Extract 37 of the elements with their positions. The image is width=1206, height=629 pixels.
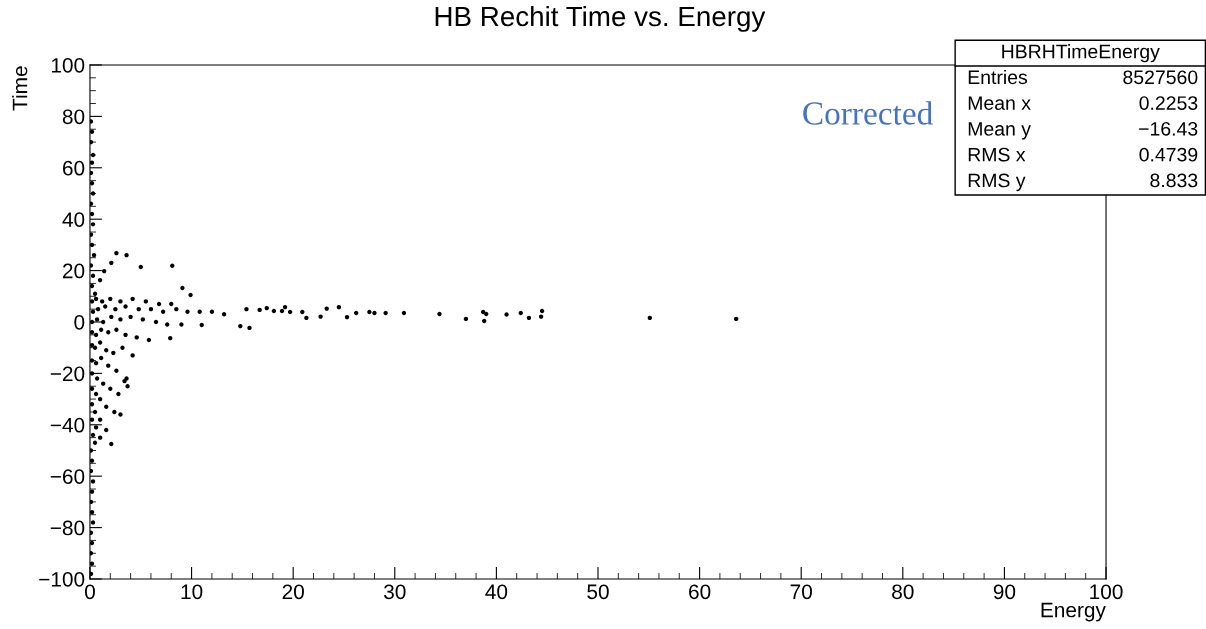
y-tick-label: 80 xyxy=(62,109,85,125)
text: 8527560 xyxy=(1123,70,1198,85)
y-tick-label: −100 xyxy=(39,572,85,587)
y-tick-label: 20 xyxy=(62,263,85,279)
x-tick-label: 90 xyxy=(993,584,1016,600)
x-tick-label: 70 xyxy=(790,584,812,600)
y-tick-label: −80 xyxy=(50,520,85,536)
y-tick-label: −40 xyxy=(50,417,85,433)
annotation: Mean x xyxy=(968,96,1031,110)
annotation: RMS x xyxy=(968,147,1026,162)
y-axis-title: Time xyxy=(12,66,28,111)
x-tick-label: 100 xyxy=(1090,584,1123,600)
y-tick-label: 100 xyxy=(51,57,85,73)
text: 0.4739 xyxy=(1139,147,1198,162)
y-tick-label: 40 xyxy=(62,212,85,227)
y-tick-label: −60 xyxy=(50,469,85,484)
x-tick-label: 60 xyxy=(689,584,711,600)
x-tick-label: 30 xyxy=(383,584,406,600)
text: HBRHTimeEnergy xyxy=(1002,44,1160,63)
annotation: Entries xyxy=(968,69,1028,85)
text: 8.833 xyxy=(1150,173,1198,188)
x-axis-title: Energy xyxy=(1041,602,1106,622)
annotation: Corrected xyxy=(803,101,933,125)
x-tick-label: 0 xyxy=(84,584,95,600)
annotation: Mean y xyxy=(968,122,1031,140)
y-tick-label: −20 xyxy=(50,366,85,382)
text: 0.2253 xyxy=(1139,96,1198,110)
x-tick-label: 20 xyxy=(282,584,304,600)
y-tick-label: 60 xyxy=(62,160,85,176)
x-tick-label: 40 xyxy=(485,584,508,600)
x-tick-label: 10 xyxy=(181,584,203,600)
x-tick-label: 80 xyxy=(892,584,914,600)
annotation: RMS y xyxy=(968,173,1026,192)
text: −16.43 xyxy=(1139,121,1198,136)
chart-title: HB Rechit Time vs. Energy xyxy=(435,5,766,32)
x-tick-label: 50 xyxy=(587,584,609,600)
y-tick-label: 0 xyxy=(74,314,85,330)
